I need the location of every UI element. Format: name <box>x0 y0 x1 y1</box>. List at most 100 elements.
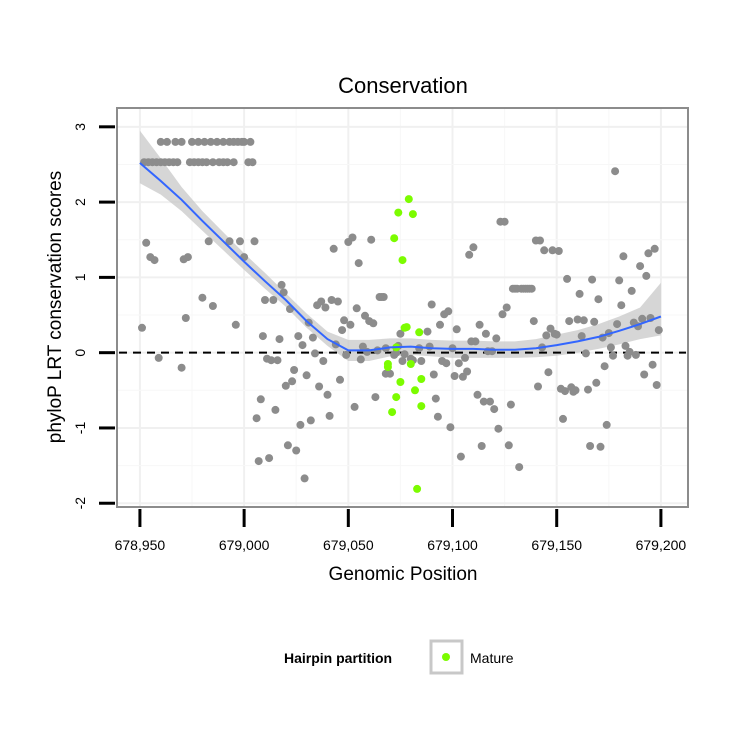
mature-point <box>392 393 401 402</box>
confidence-ribbon <box>139 130 661 361</box>
data-point <box>636 262 645 271</box>
data-point <box>138 323 146 332</box>
data-point <box>581 349 590 358</box>
data-point <box>177 363 186 372</box>
data-point <box>465 250 474 259</box>
data-point <box>279 288 288 297</box>
data-point <box>481 329 490 338</box>
data-point <box>477 442 486 450</box>
data-point <box>340 316 349 325</box>
data-point <box>619 252 628 261</box>
data-point <box>617 301 626 310</box>
data-point <box>325 411 334 420</box>
legend-mature-dot <box>442 653 450 661</box>
data-point <box>554 247 563 255</box>
data-point <box>431 394 440 403</box>
data-point <box>515 463 524 472</box>
data-point <box>379 293 388 301</box>
data-point <box>488 347 497 356</box>
data-point <box>308 333 317 342</box>
data-point <box>183 253 192 262</box>
data-point <box>292 446 301 455</box>
data-point <box>200 137 209 146</box>
mature-point <box>406 360 415 368</box>
data-point <box>602 420 611 429</box>
x-tick-label: 678,950 <box>115 537 166 553</box>
mature-point <box>417 375 426 383</box>
mature-point <box>396 378 405 386</box>
data-point <box>540 246 549 255</box>
x-tick-label: 679,200 <box>636 537 687 553</box>
data-point <box>469 243 478 252</box>
data-point <box>425 342 434 351</box>
data-point <box>240 137 249 146</box>
data-point <box>571 386 580 395</box>
data-point <box>296 420 305 429</box>
data-point <box>288 377 297 386</box>
y-tick-label: 0 <box>72 349 88 357</box>
mature-point <box>404 195 413 204</box>
data-point <box>652 381 661 389</box>
data-point <box>542 331 551 340</box>
data-point <box>321 303 330 312</box>
mature-point <box>388 408 397 417</box>
x-tick-label: 679,050 <box>323 537 374 553</box>
points-layer <box>138 137 663 493</box>
data-point <box>204 237 213 246</box>
data-point <box>267 356 276 365</box>
data-point <box>631 350 640 359</box>
data-point <box>294 332 303 341</box>
data-point <box>498 310 507 319</box>
data-point <box>371 393 380 402</box>
y-tick-label: 1 <box>72 273 88 281</box>
x-tick-label: 679,150 <box>531 537 582 553</box>
data-point <box>261 296 269 304</box>
data-point <box>277 280 286 289</box>
data-point <box>561 387 569 396</box>
data-point <box>198 293 207 302</box>
data-point <box>613 320 622 329</box>
data-point <box>552 330 561 339</box>
x-tick-label: 679,100 <box>427 537 478 553</box>
data-point <box>579 316 588 325</box>
data-point <box>490 405 499 414</box>
data-point <box>194 137 203 146</box>
data-point <box>586 442 595 450</box>
data-point <box>281 381 290 390</box>
data-point <box>640 370 649 379</box>
data-point <box>367 235 376 244</box>
data-point <box>231 320 240 329</box>
data-point <box>644 249 653 258</box>
data-point <box>363 347 372 356</box>
data-point <box>456 452 465 461</box>
smooth-trend-line <box>139 162 662 352</box>
data-point <box>611 167 620 176</box>
data-point <box>171 137 180 146</box>
data-point <box>596 442 605 451</box>
legend: Hairpin partition Mature <box>284 639 514 675</box>
data-point <box>398 357 407 365</box>
data-point <box>248 158 257 167</box>
data-point <box>356 355 365 364</box>
data-point <box>442 359 451 368</box>
data-point <box>502 303 511 312</box>
data-point <box>436 320 444 329</box>
data-point <box>454 359 463 368</box>
data-point <box>223 158 232 167</box>
data-point <box>600 362 609 371</box>
mature-point <box>408 210 417 219</box>
x-axis-title: Genomic Position <box>329 564 478 585</box>
data-point <box>346 320 355 329</box>
data-point <box>450 372 459 380</box>
data-point <box>306 416 315 425</box>
data-point <box>236 237 244 246</box>
data-point <box>544 368 553 377</box>
data-point <box>446 423 455 432</box>
data-point <box>156 137 165 146</box>
legend-label-mature: Mature <box>470 650 514 666</box>
data-point <box>173 158 182 167</box>
data-point <box>650 244 659 253</box>
data-point <box>563 274 572 283</box>
data-point <box>452 325 461 334</box>
